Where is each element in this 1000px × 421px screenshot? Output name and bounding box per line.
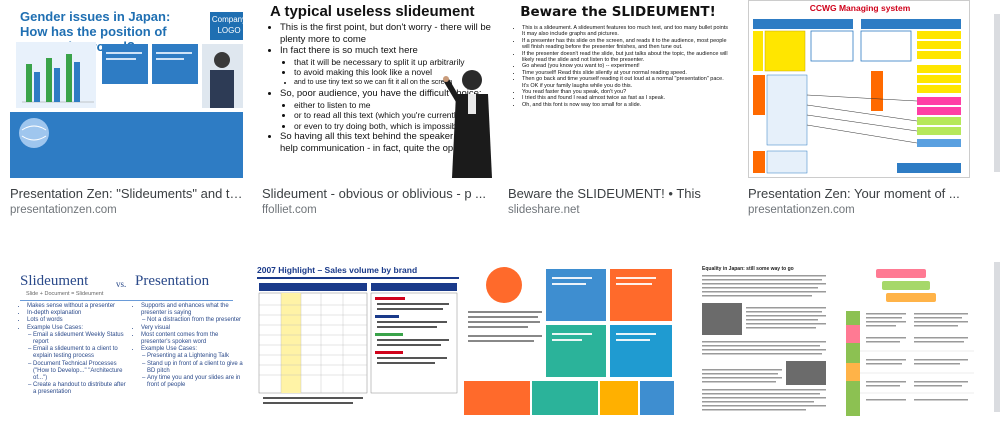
result-source[interactable]: presentationzen.com [748, 204, 855, 216]
slide-subtitle: Slide + Document = Slideument [26, 291, 104, 297]
slide-title: CCWG Managing system [809, 3, 911, 13]
globe-photo [19, 118, 49, 148]
result-card-learning-grid[interactable] [460, 263, 678, 416]
result-thumbnail[interactable] [460, 263, 678, 416]
result-thumbnail[interactable]: Slideument vs. Presentation Slide + Docu… [10, 263, 243, 416]
sub-bullet: or to read all this text (which you're c… [294, 110, 495, 121]
bullet: Time yourself! Read this slide silently … [522, 70, 728, 76]
bullet: You read faster than you speak, don't yo… [522, 89, 728, 95]
list-item: Stand up in front of a client to give a … [147, 361, 243, 375]
sub-bullet: either to listen to me [294, 100, 495, 111]
next-result-edge[interactable] [994, 14, 1000, 172]
result-thumbnail[interactable]: CCWG Managing system [748, 0, 970, 178]
list-item: Document Technical Processes ("How to De… [33, 361, 127, 383]
list-item: Email a slideument Weekly Status report [33, 332, 127, 346]
list-item: Not a distraction from the presenter [147, 317, 243, 324]
result-card-sales-volume-by-brand[interactable]: 2007 Highlight – Sales volume by brand [253, 263, 463, 416]
bullet: If the presenter doesn't read the slide,… [522, 51, 728, 64]
bullet: Go ahead (you know you want to) -- exper… [522, 63, 728, 69]
flow-diagram-graphic [753, 19, 961, 174]
bullet: If a presenter has this slide on the scr… [522, 38, 728, 51]
slide-bullets: This is the first point, but don't worry… [268, 22, 495, 154]
bullet: Then go back and time yourself reading i… [522, 76, 728, 89]
slide-vs-label: vs. [116, 279, 127, 289]
list-item: Lots of words [27, 317, 127, 324]
colorful-grid-graphic [460, 263, 678, 416]
result-source[interactable]: ffolliet.com [262, 204, 317, 216]
bullet: So having all this text behind the speak… [280, 131, 495, 154]
slide-title: 2007 Highlight – Sales volume by brand [257, 265, 418, 275]
result-card-equality-in-japan[interactable]: Equality in Japan: still some way to go [694, 263, 834, 416]
result-source[interactable]: slideshare.net [508, 204, 580, 216]
result-card-gender-issues[interactable]: Gender issues in Japan: How has the posi… [10, 0, 243, 216]
list-item: Create a handout to distribute after a p… [33, 382, 127, 396]
result-card-ccwg-managing-system[interactable]: CCWG Managing system [748, 0, 970, 216]
result-thumbnail[interactable] [846, 263, 974, 416]
document-title: Equality in Japan: still some way to go [702, 266, 794, 272]
slide-title: A typical useless slideument [270, 3, 475, 20]
bullet: This is the first point, but don't worry… [280, 22, 495, 45]
sidebar-slide-graphic [846, 263, 974, 416]
list-item: Very visual [141, 325, 243, 332]
bullet: This is a slideument. A slideument featu… [522, 25, 728, 38]
list-item: Presenting at a Lightening Talk [147, 353, 243, 360]
list-item: Supports and enhances what the presenter… [141, 303, 243, 317]
result-thumbnail[interactable]: Beware the SLIDEUMENT! This is a slideum… [508, 0, 728, 178]
bullet: Oh, and this font is now way too small f… [522, 102, 728, 108]
result-source[interactable]: presentationzen.com [10, 204, 117, 216]
sub-bullet: or even to try doing both, which is impo… [294, 121, 495, 132]
bar-chart-graphic [16, 42, 96, 108]
info-band [10, 112, 243, 178]
presentation-list: Supports and enhances what the presenter… [132, 303, 243, 389]
divider [20, 300, 233, 301]
list-item: In-depth explanation [27, 310, 127, 317]
bullet: So, poor audience, you have the difficul… [280, 88, 495, 131]
next-result-edge[interactable] [994, 262, 1000, 412]
result-title[interactable]: Beware the SLIDEUMENT! • This [508, 186, 701, 201]
sub-bullet: and to use tiny text so we can fit it al… [294, 78, 495, 89]
result-thumbnail[interactable]: Gender issues in Japan: How has the posi… [10, 0, 243, 178]
list-item: Makes sense without a presenter [27, 303, 127, 310]
result-thumbnail[interactable]: A typical useless slideument This is the… [262, 0, 495, 178]
company-logo: Company LOGO [210, 12, 243, 40]
result-title[interactable]: Slideument - obvious or oblivious - p ..… [262, 186, 486, 201]
slideument-list: Makes sense without a presenter In-depth… [18, 303, 127, 397]
result-thumbnail[interactable]: 2007 Highlight – Sales volume by brand [253, 263, 463, 416]
list-item: Any time you and your slides are in fron… [147, 375, 243, 389]
bullet: In fact there is so much text here that … [280, 45, 495, 88]
list-item: Example Use Cases: [141, 346, 243, 353]
result-card-typical-useless-slideument[interactable]: A typical useless slideument This is the… [262, 0, 495, 216]
business-people-photo [202, 44, 243, 108]
bullet: I tried this and found I read almost twi… [522, 95, 728, 101]
slide-bullets: This is a slideument. A slideument featu… [512, 25, 728, 108]
slide-left-title: Slideument [20, 273, 89, 289]
sales-table-graphic [257, 277, 459, 404]
man-with-phone-photo [443, 70, 492, 178]
slide-right-title: Presentation [135, 273, 210, 289]
list-item: Most content comes from the presenter's … [141, 332, 243, 346]
result-card-beware-the-slideument[interactable]: Beware the SLIDEUMENT! This is a slideum… [508, 0, 728, 216]
result-card-sidebar-slide[interactable] [846, 263, 974, 416]
sub-bullet: to avoid making this look like a novel [294, 67, 495, 78]
result-card-slideument-vs-presentation[interactable]: Slideument vs. Presentation Slide + Docu… [10, 263, 243, 416]
list-item: Email a slideument to a client to explai… [33, 346, 127, 360]
result-title[interactable]: Presentation Zen: "Slideuments" and the … [10, 186, 243, 201]
slide-title: Beware the SLIDEUMENT! [520, 4, 716, 20]
result-thumbnail[interactable]: Equality in Japan: still some way to go [694, 263, 834, 416]
list-item: Example Use Cases: [27, 325, 127, 332]
document-text-graphic [702, 275, 826, 411]
result-title[interactable]: Presentation Zen: Your moment of ... [748, 186, 960, 201]
sub-bullet: that it will be necessary to split it up… [294, 57, 495, 68]
